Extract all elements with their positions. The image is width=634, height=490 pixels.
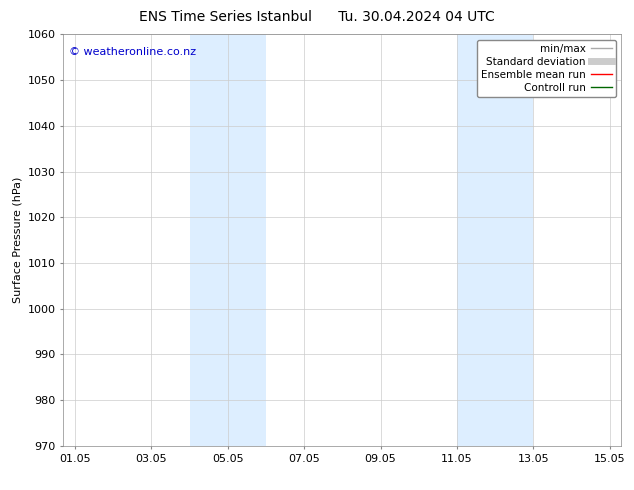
Legend: min/max, Standard deviation, Ensemble mean run, Controll run: min/max, Standard deviation, Ensemble me… [477,40,616,97]
Bar [190,34,266,446]
Text: © weatheronline.co.nz: © weatheronline.co.nz [69,47,196,57]
Y-axis label: Surface Pressure (hPa): Surface Pressure (hPa) [12,177,22,303]
Text: ENS Time Series Istanbul      Tu. 30.04.2024 04 UTC: ENS Time Series Istanbul Tu. 30.04.2024 … [139,10,495,24]
Bar [457,34,533,446]
